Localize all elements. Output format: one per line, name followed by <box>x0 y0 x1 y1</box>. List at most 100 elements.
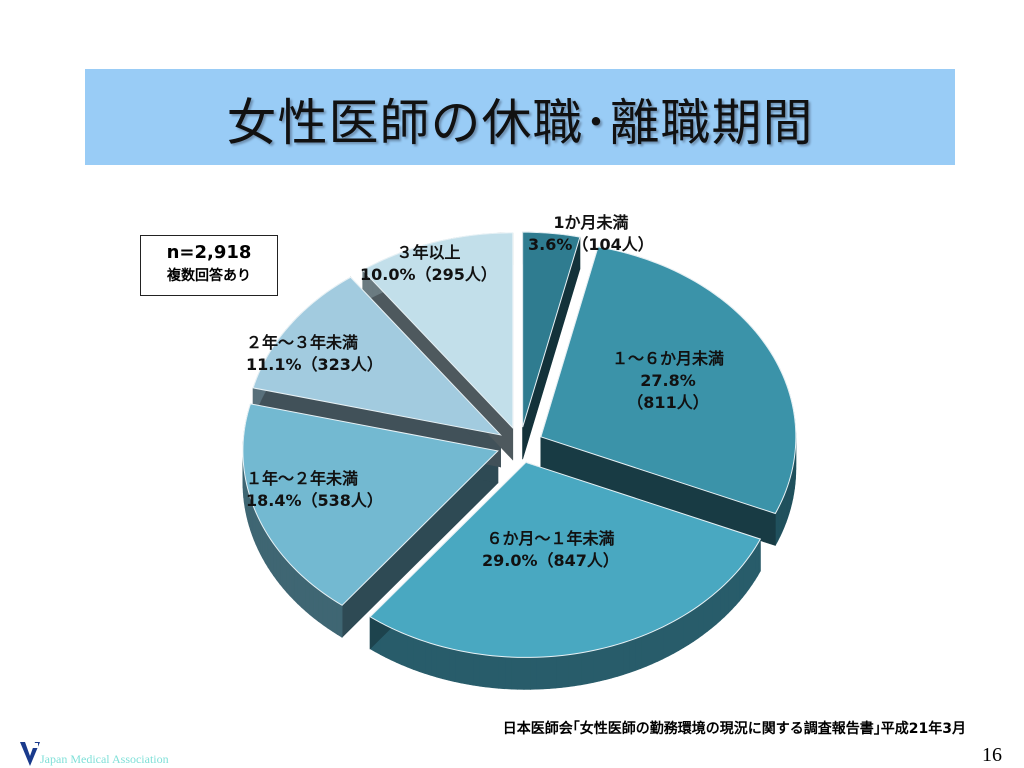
slice-side-2 <box>561 654 569 688</box>
slice-side-2 <box>460 650 468 685</box>
slice-side-3 <box>267 533 271 573</box>
slice-side-2 <box>657 626 664 662</box>
slice-side-2 <box>634 636 642 672</box>
slice-side-2 <box>523 657 531 690</box>
slice-side-2 <box>724 580 729 618</box>
slice-side-2 <box>678 615 684 652</box>
slice-side-2 <box>605 645 612 681</box>
slice-side-2 <box>396 629 403 666</box>
slice-side-3 <box>273 542 277 581</box>
slice-name: １年～２年未満 <box>246 469 359 488</box>
jma-logo-icon <box>20 742 40 766</box>
slice-side-2 <box>504 656 512 690</box>
slice-side-2 <box>418 639 426 674</box>
slice-side-1 <box>779 499 783 537</box>
slice-side-3 <box>260 521 263 559</box>
slice-side-3 <box>282 555 287 593</box>
slice-side-2 <box>640 633 647 669</box>
label-slice-0: 1か月未満 3.6%（104人） <box>528 212 654 256</box>
pie-slice-5 <box>361 232 514 430</box>
slice-value: 10.0%（295人） <box>360 265 497 284</box>
slice-side-2 <box>739 564 744 602</box>
slice-side-2 <box>702 598 708 636</box>
slice-side-2 <box>667 620 674 657</box>
slice-name: ２年～３年未満 <box>246 333 359 352</box>
slice-side-2 <box>586 650 594 685</box>
slice-count: （811人） <box>627 393 709 412</box>
slice-side-2 <box>599 647 606 682</box>
slice-side-2 <box>448 647 456 683</box>
slice-side-2 <box>517 657 525 690</box>
slice-side-2 <box>715 587 721 625</box>
label-slice-3: １年～２年未満 18.4%（538人） <box>246 468 383 512</box>
slice-side-2 <box>466 651 474 686</box>
slice-name: １～６か月未満 <box>612 349 725 368</box>
slice-side-2 <box>748 551 753 590</box>
slice-side-2 <box>454 649 462 684</box>
label-slice-4: ２年～３年未満 11.1%（323人） <box>246 332 383 376</box>
slice-name: ３年以上 <box>396 243 461 262</box>
slice-side-2 <box>390 627 397 663</box>
slice-side-2 <box>719 584 725 622</box>
slice-side-2 <box>401 632 408 668</box>
slice-side-2 <box>651 629 658 665</box>
pie-slice-4 <box>252 276 503 436</box>
slice-name: 1か月未満 <box>553 213 629 232</box>
title-bar: 女性医師の休職･離職期間 <box>85 69 955 165</box>
slice-side-3 <box>336 601 343 638</box>
slice-side-3 <box>318 588 324 626</box>
slice-side-2 <box>424 641 432 676</box>
slice-side-2 <box>707 595 713 633</box>
pie-slice-0 <box>522 231 581 428</box>
slice-side-3 <box>301 574 306 612</box>
slice-side-2 <box>436 644 443 680</box>
slice-side-2 <box>574 652 582 687</box>
slice-side-2 <box>412 636 420 672</box>
slice-side-2 <box>580 651 588 686</box>
slice-side-2 <box>697 602 704 639</box>
slice-side-2 <box>757 537 761 577</box>
slice-side-2 <box>498 655 506 690</box>
slice-value: 29.0%（847人） <box>482 551 619 570</box>
slice-side-3 <box>322 592 328 629</box>
slice-side-2 <box>754 542 759 582</box>
slice-side-2 <box>731 572 737 610</box>
slice-side-2 <box>735 568 740 606</box>
slice-side-2 <box>628 638 636 674</box>
slice-side-2 <box>611 644 618 679</box>
slice-side-3 <box>313 585 319 623</box>
slice-side-2 <box>407 634 414 670</box>
slice-side-2 <box>711 591 717 629</box>
slice-side-2 <box>491 655 499 689</box>
slice-side-3 <box>286 559 291 597</box>
slice-side-2 <box>536 656 544 690</box>
slice-side-2 <box>430 642 437 678</box>
slice-side-3 <box>289 563 295 601</box>
slice-side-3 <box>262 525 266 564</box>
label-slice-1: １～６か月未満 27.8% （811人） <box>612 348 724 414</box>
slice-side-2 <box>742 559 747 598</box>
slice-side-2 <box>510 656 518 690</box>
slice-side-2 <box>751 546 756 586</box>
slice-side-2 <box>542 656 550 690</box>
slice-side-3 <box>270 538 274 577</box>
slice-side-2 <box>555 655 563 689</box>
slice-side-2 <box>662 623 669 660</box>
slice-side-2 <box>549 655 557 689</box>
slice-side-3 <box>293 567 298 605</box>
multiple-answer-note: 複数回答あり <box>167 268 251 284</box>
slice-side-2 <box>673 618 679 654</box>
slice-side-2 <box>592 648 600 683</box>
label-slice-2: ６か月～１年未満 29.0%（847人） <box>482 528 619 572</box>
slice-side-2 <box>745 555 750 594</box>
slice-side-2 <box>693 605 699 642</box>
slice-side-2 <box>530 656 537 690</box>
slice-side-2 <box>623 640 630 676</box>
slice-side-1 <box>777 504 781 542</box>
pie-slice-1 <box>540 246 797 515</box>
slice-side-3 <box>297 570 302 609</box>
sample-size: n=2,918 <box>166 242 252 263</box>
slice-side-2 <box>683 612 689 649</box>
slice-value: 11.1%（323人） <box>246 355 383 374</box>
